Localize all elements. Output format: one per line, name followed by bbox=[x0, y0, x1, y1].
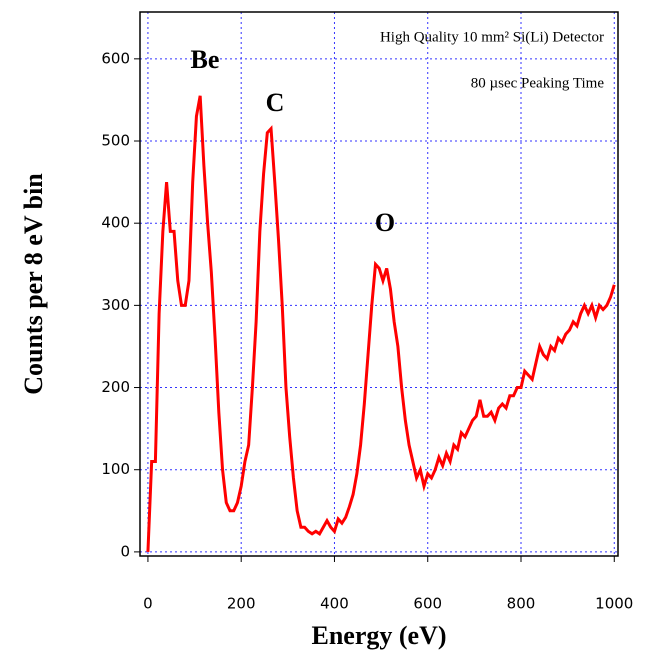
x-tick-label: 1000 bbox=[595, 595, 633, 613]
y-axis-label: Counts per 8 eV bin bbox=[19, 173, 48, 395]
plot-frame bbox=[139, 11, 619, 557]
annotation: High Quality 10 mm² Si(Li) Detector bbox=[380, 29, 604, 45]
annotation: Be bbox=[191, 45, 220, 74]
x-tick-label: 0 bbox=[143, 595, 153, 613]
plot-area bbox=[140, 12, 618, 556]
annotation: 80 µsec Peaking Time bbox=[471, 75, 605, 91]
y-tick-label: 500 bbox=[101, 132, 130, 150]
y-tick-label: 0 bbox=[120, 542, 130, 560]
y-tick-label: 600 bbox=[101, 49, 130, 67]
data-line bbox=[146, 95, 616, 552]
y-tick-label: 400 bbox=[101, 214, 130, 232]
annotation: C bbox=[266, 88, 285, 117]
y-tick-label: 100 bbox=[101, 460, 130, 478]
x-tick-label: 800 bbox=[507, 595, 536, 613]
x-tick-label: 200 bbox=[227, 595, 256, 613]
x-axis-label: Energy (eV) bbox=[311, 621, 446, 650]
annotation: O bbox=[375, 208, 395, 237]
y-tick-label: 200 bbox=[101, 378, 130, 396]
x-tick-label: 400 bbox=[320, 595, 349, 613]
y-tick-label: 300 bbox=[101, 296, 130, 314]
x-tick-label: 600 bbox=[413, 595, 442, 613]
